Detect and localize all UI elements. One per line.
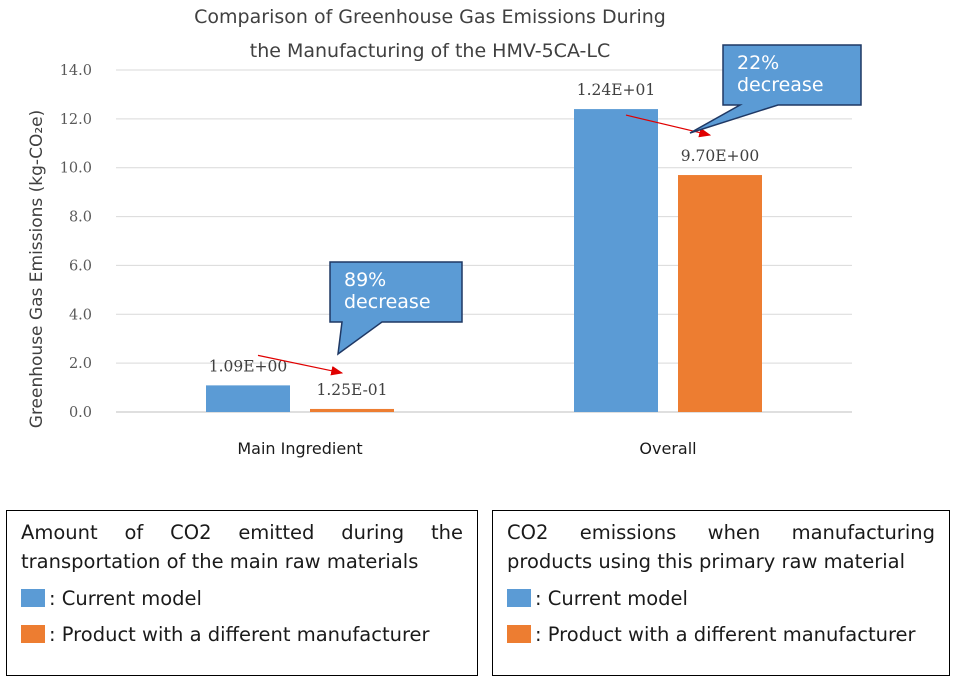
- legend-swatch-blue: [507, 589, 531, 607]
- legend-swatch-orange: [21, 625, 45, 643]
- chart-title-line-2: the Manufacturing of the HMV-5CA-LC: [249, 40, 611, 62]
- y-tick-label: 6.0: [69, 258, 92, 274]
- x-category-label: Overall: [639, 439, 696, 458]
- legend-item-different-manufacturer: : Product with a different manufacturer: [507, 616, 935, 652]
- y-tick-label: 2.0: [69, 356, 92, 372]
- legend-box-manufacturing: CO2 emissions when manufacturing product…: [492, 510, 950, 676]
- desc-word: manufacturing: [791, 521, 935, 544]
- legend-item-different-manufacturer: : Product with a different manufacturer: [21, 616, 463, 652]
- x-category-label: Main Ingredient: [237, 439, 362, 458]
- callout-text: decrease: [737, 74, 824, 96]
- desc-word: emitted: [238, 521, 315, 544]
- callout-percent: 89%: [344, 269, 386, 291]
- chart-title-line-1: Comparison of Greenhouse Gas Emissions D…: [194, 6, 666, 28]
- bar-different-manufacturer: [678, 175, 762, 412]
- desc-word: Amount: [21, 521, 98, 544]
- y-tick-label: 4.0: [69, 307, 92, 323]
- desc-word: emissions: [579, 521, 677, 544]
- legend-item-label: : Product with a different manufacturer: [49, 622, 430, 646]
- y-axis-label: Greenhouse Gas Emissions (kg-CO₂e): [27, 110, 47, 428]
- bar-chart: 0.0 2.0 4.0 6.0 8.0 10.0 12.0 14.0 Greenhouse Ga…: [27, 44, 862, 458]
- legend-description-line-2: transportation of the main raw materials: [21, 550, 419, 573]
- y-tick-label: 10.0: [60, 161, 92, 177]
- data-label: 9.70E+00: [681, 147, 760, 165]
- data-label: 1.25E-01: [316, 381, 387, 399]
- legend-swatch-blue: [21, 589, 45, 607]
- legend-item-current-model: : Current model: [21, 580, 463, 616]
- bar-current-model: [206, 385, 290, 412]
- y-tick-label: 0.0: [69, 405, 92, 421]
- decrease-arrow: [257, 354, 344, 376]
- data-label: 1.09E+00: [209, 357, 288, 375]
- legend-item-current-model: : Current model: [507, 580, 935, 616]
- desc-word: the: [430, 521, 463, 544]
- legend-box-transport: Amount of CO2 emitted during the transpo…: [6, 510, 478, 676]
- desc-word-co2: CO2: [507, 521, 549, 544]
- legend-item-label: : Product with a different manufacturer: [535, 622, 916, 646]
- legend-swatch-orange: [507, 625, 531, 643]
- legend-item-label: : Current model: [49, 586, 202, 610]
- y-tick-label: 12.0: [60, 112, 92, 128]
- y-tick-label: 8.0: [69, 210, 92, 226]
- bar-different-manufacturer: [310, 408, 394, 412]
- legend-description-line-2: products using this primary raw material: [507, 550, 906, 573]
- callout-text: decrease: [344, 291, 431, 313]
- decrease-callout: [689, 44, 862, 134]
- legend-item-label: : Current model: [535, 586, 688, 610]
- decrease-callout: [329, 261, 463, 356]
- desc-word: when: [707, 521, 761, 544]
- desc-word: during: [341, 521, 405, 544]
- desc-word-co2: CO2: [170, 521, 212, 544]
- callout-percent: 22%: [737, 52, 779, 74]
- legend-description-line-1: CO2 emissions when manufacturing: [507, 521, 935, 544]
- data-label: 1.24E+01: [577, 81, 656, 99]
- desc-word: of: [124, 521, 144, 544]
- y-tick-label: 14.0: [60, 63, 92, 79]
- legend-description-line-1: Amount of CO2 emitted during the: [21, 521, 463, 544]
- bar-current-model: [574, 109, 658, 412]
